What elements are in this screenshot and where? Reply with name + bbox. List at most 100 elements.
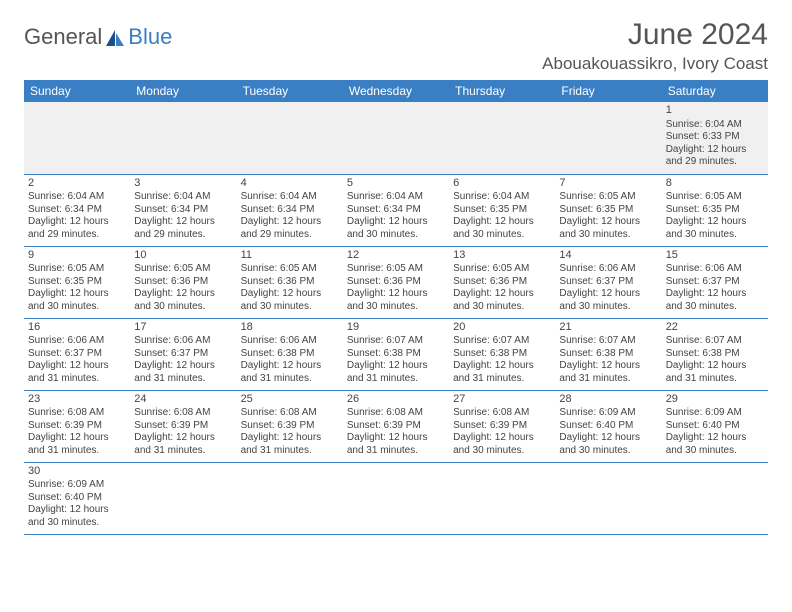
calendar-cell: 10Sunrise: 6:05 AMSunset: 6:36 PMDayligh…	[130, 246, 236, 318]
sunset-text: Sunset: 6:36 PM	[347, 276, 445, 289]
calendar-cell	[130, 102, 236, 174]
sunrise-text: Sunrise: 6:09 AM	[666, 407, 764, 420]
sunset-text: Sunset: 6:34 PM	[347, 204, 445, 217]
sunrise-text: Sunrise: 6:04 AM	[453, 191, 551, 204]
calendar-cell: 26Sunrise: 6:08 AMSunset: 6:39 PMDayligh…	[343, 390, 449, 462]
calendar-cell: 27Sunrise: 6:08 AMSunset: 6:39 PMDayligh…	[449, 390, 555, 462]
daylight-text: Daylight: 12 hours and 31 minutes.	[241, 432, 339, 457]
col-tuesday: Tuesday	[237, 80, 343, 102]
calendar-cell: 22Sunrise: 6:07 AMSunset: 6:38 PMDayligh…	[662, 318, 768, 390]
sunset-text: Sunset: 6:33 PM	[666, 131, 764, 144]
sunrise-text: Sunrise: 6:08 AM	[453, 407, 551, 420]
sunset-text: Sunset: 6:35 PM	[453, 204, 551, 217]
calendar-cell	[343, 462, 449, 534]
title-block: June 2024 Abouakouassikro, Ivory Coast	[542, 18, 768, 74]
calendar-cell: 15Sunrise: 6:06 AMSunset: 6:37 PMDayligh…	[662, 246, 768, 318]
col-monday: Monday	[130, 80, 236, 102]
calendar-cell: 11Sunrise: 6:05 AMSunset: 6:36 PMDayligh…	[237, 246, 343, 318]
sunset-text: Sunset: 6:34 PM	[134, 204, 232, 217]
day-number: 5	[347, 177, 445, 191]
daylight-text: Daylight: 12 hours and 30 minutes.	[28, 504, 126, 529]
calendar-row: 2Sunrise: 6:04 AMSunset: 6:34 PMDaylight…	[24, 174, 768, 246]
sunrise-text: Sunrise: 6:09 AM	[559, 407, 657, 420]
col-sunday: Sunday	[24, 80, 130, 102]
daylight-text: Daylight: 12 hours and 30 minutes.	[134, 288, 232, 313]
calendar-row: 9 Sunrise: 6:05 AM Sunset: 6:35 PM Daylight…	[24, 246, 768, 318]
sunset-text: Sunset: 6:36 PM	[453, 276, 551, 289]
daylight-text: Daylight: 12 hours and 31 minutes.	[666, 360, 764, 385]
calendar-cell	[449, 102, 555, 174]
calendar-cell: 2Sunrise: 6:04 AMSunset: 6:34 PMDaylight…	[24, 174, 130, 246]
calendar-cell: 5Sunrise: 6:04 AMSunset: 6:34 PMDaylight…	[343, 174, 449, 246]
daylight-text: Daylight: 12 hours and 31 minutes.	[134, 432, 232, 457]
calendar-cell: 30Sunrise: 6:09 AMSunset: 6:40 PMDayligh…	[24, 462, 130, 534]
daylight-text: Daylight: 12 hours and 30 minutes.	[241, 288, 339, 313]
day-number: 15	[666, 249, 764, 263]
sunset-text: Sunset: 6:39 PM	[347, 420, 445, 433]
sunset-text: Sunset: 6:38 PM	[453, 348, 551, 361]
sunrise-text: Sunrise: 6:05 AM	[347, 263, 445, 276]
logo-sail-icon	[104, 28, 126, 48]
calendar-cell	[662, 462, 768, 534]
daylight-text: Daylight: 12 hours and 30 minutes.	[666, 216, 764, 241]
sunrise-text: Sunrise: 6:08 AM	[134, 407, 232, 420]
daylight-text: Daylight: 12 hours and 31 minutes.	[347, 360, 445, 385]
daylight-text: Daylight: 12 hours and 30 minutes.	[559, 216, 657, 241]
day-number: 30	[28, 465, 126, 479]
calendar-cell: 13Sunrise: 6:05 AMSunset: 6:36 PMDayligh…	[449, 246, 555, 318]
day-number: 1	[666, 104, 764, 118]
day-number: 12	[347, 249, 445, 263]
calendar-row: 30Sunrise: 6:09 AMSunset: 6:40 PMDayligh…	[24, 462, 768, 534]
sunrise-text: Sunrise: 6:07 AM	[347, 335, 445, 348]
daylight-text: Daylight: 12 hours and 29 minutes.	[666, 144, 764, 169]
daylight-text: Daylight: 12 hours and 31 minutes.	[347, 432, 445, 457]
sunset-text: Sunset: 6:35 PM	[28, 276, 126, 289]
calendar-cell	[237, 102, 343, 174]
sunset-text: Sunset: 6:39 PM	[241, 420, 339, 433]
sunset-text: Sunset: 6:39 PM	[453, 420, 551, 433]
logo-text-general: General	[24, 24, 102, 50]
day-number: 8	[666, 177, 764, 191]
sunset-text: Sunset: 6:39 PM	[134, 420, 232, 433]
day-number: 7	[559, 177, 657, 191]
calendar-row: 23Sunrise: 6:08 AMSunset: 6:39 PMDayligh…	[24, 390, 768, 462]
calendar-row: 16Sunrise: 6:06 AMSunset: 6:37 PMDayligh…	[24, 318, 768, 390]
sunrise-text: Sunrise: 6:04 AM	[28, 191, 126, 204]
calendar-cell: 17Sunrise: 6:06 AMSunset: 6:37 PMDayligh…	[130, 318, 236, 390]
day-number: 22	[666, 321, 764, 335]
sunrise-text: Sunrise: 6:04 AM	[666, 119, 764, 132]
day-number: 9	[28, 249, 126, 263]
daylight-text: Daylight: 12 hours and 30 minutes.	[453, 216, 551, 241]
calendar-table: Sunday Monday Tuesday Wednesday Thursday…	[24, 80, 768, 535]
day-number: 29	[666, 393, 764, 407]
sunrise-text: Sunrise: 6:05 AM	[559, 191, 657, 204]
calendar-cell: 3Sunrise: 6:04 AMSunset: 6:34 PMDaylight…	[130, 174, 236, 246]
day-number: 3	[134, 177, 232, 191]
calendar-cell: 9Sunrise: 6:05 AMSunset: 6:35 PMDaylight…	[24, 246, 130, 318]
day-number: 14	[559, 249, 657, 263]
daylight-text: Daylight: 12 hours and 30 minutes.	[559, 288, 657, 313]
col-wednesday: Wednesday	[343, 80, 449, 102]
sunset-text: Sunset: 6:39 PM	[28, 420, 126, 433]
calendar-cell: 1Sunrise: 6:04 AMSunset: 6:33 PMDaylight…	[662, 102, 768, 174]
day-number: 28	[559, 393, 657, 407]
sunset-text: Sunset: 6:38 PM	[559, 348, 657, 361]
sunset-text: Sunset: 6:40 PM	[559, 420, 657, 433]
daylight-text: Daylight: 12 hours and 31 minutes.	[134, 360, 232, 385]
sunrise-text: Sunrise: 6:04 AM	[134, 191, 232, 204]
calendar-cell: 28Sunrise: 6:09 AMSunset: 6:40 PMDayligh…	[555, 390, 661, 462]
calendar-cell	[130, 462, 236, 534]
sunrise-text: Sunrise: 6:05 AM	[134, 263, 232, 276]
calendar-cell: 4Sunrise: 6:04 AMSunset: 6:34 PMDaylight…	[237, 174, 343, 246]
sunrise-text: Sunrise: 6:06 AM	[28, 335, 126, 348]
daylight-text: Daylight: 12 hours and 30 minutes.	[559, 432, 657, 457]
day-number: 11	[241, 249, 339, 263]
daylight-text: Daylight: 12 hours and 31 minutes.	[453, 360, 551, 385]
day-number: 10	[134, 249, 232, 263]
daylight-text: Daylight: 12 hours and 30 minutes.	[453, 288, 551, 313]
logo-text-blue: Blue	[128, 24, 172, 50]
day-number: 26	[347, 393, 445, 407]
calendar-cell: 14Sunrise: 6:06 AMSunset: 6:37 PMDayligh…	[555, 246, 661, 318]
daylight-text: Daylight: 12 hours and 30 minutes.	[666, 432, 764, 457]
sunrise-text: Sunrise: 6:06 AM	[666, 263, 764, 276]
